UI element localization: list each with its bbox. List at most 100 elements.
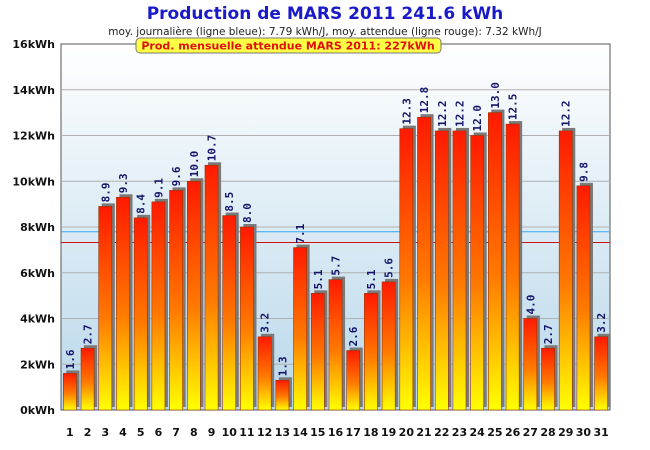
bar [169, 190, 183, 411]
banner-text: Prod. mensuelle attendue MARS 2011: 227k… [141, 40, 434, 53]
y-tick-label: 16kWh [12, 38, 55, 51]
x-tick-label: 9 [208, 426, 216, 439]
bar [576, 185, 591, 411]
bar [240, 226, 254, 411]
bar [505, 123, 520, 411]
bar [523, 318, 538, 411]
y-axis-labels: 0kWh 2kWh 4kWh 6kWh 8kWh 10kWh 12kWh 14kWh 16kWh [12, 38, 55, 417]
bar [452, 130, 467, 411]
x-tick-label: 5 [137, 426, 145, 439]
bar-value-label: 4.0 [524, 295, 537, 315]
expected-production-banner: Prod. mensuelle attendue MARS 2011: 227k… [135, 37, 442, 54]
bar [594, 336, 608, 411]
x-tick-label: 6 [155, 426, 163, 439]
chart-subtitle: moy. journalière (ligne bleue): 7.79 kWh… [108, 26, 541, 38]
bar-value-label: 3.2 [259, 313, 272, 333]
x-tick-label: 12 [257, 426, 272, 439]
x-tick-label: 29 [558, 426, 573, 439]
x-tick-label: 14 [292, 426, 308, 439]
y-tick-label: 14kWh [12, 84, 55, 97]
bar-value-label: 8.0 [241, 203, 254, 223]
x-tick-label: 10 [222, 426, 238, 439]
bar [116, 196, 130, 411]
bar [204, 164, 219, 411]
x-tick-label: 28 [540, 426, 555, 439]
bar [558, 130, 573, 411]
x-tick-label: 31 [593, 426, 608, 439]
bar [434, 130, 449, 411]
bar-value-label: 1.3 [276, 356, 289, 376]
y-tick-label: 10kWh [12, 175, 55, 188]
bar-value-label: 3.2 [595, 313, 608, 333]
x-tick-label: 7 [172, 426, 180, 439]
x-tick-label: 18 [363, 426, 378, 439]
bar [346, 350, 361, 411]
bar-value-label: 8.5 [223, 192, 236, 212]
bar-value-label: 10.0 [188, 151, 201, 178]
bar [488, 112, 502, 411]
x-tick-label: 25 [487, 426, 502, 439]
bar-value-label: 9.8 [577, 162, 590, 182]
bar-value-label: 13.0 [489, 82, 502, 109]
x-tick-label: 16 [328, 426, 344, 439]
bar [63, 373, 77, 411]
x-tick-label: 22 [434, 426, 449, 439]
y-tick-label: 2kWh [20, 358, 55, 371]
x-tick-label: 1 [66, 426, 74, 439]
bar [222, 215, 237, 411]
bar [399, 128, 414, 411]
bar [381, 281, 396, 411]
bar-value-label: 9.6 [170, 166, 183, 186]
bar-value-label: 12.0 [471, 105, 484, 132]
bar-value-label: 1.6 [64, 349, 77, 369]
bar-value-label: 2.6 [347, 326, 360, 346]
bar-value-label: 12.2 [453, 100, 466, 127]
bars: 1.6 2.7 8.9 9.3 8.4 9.1 9.6 10.0 10.7 8.5 8.0 3.2 1.… [63, 82, 611, 411]
bar-value-label: 8.9 [99, 183, 112, 203]
bar-value-label: 5.1 [365, 269, 378, 289]
y-tick-label: 6kWh [20, 267, 55, 280]
x-tick-label: 8 [190, 426, 198, 439]
bar-value-label: 9.3 [117, 173, 130, 193]
bar [364, 293, 378, 411]
bar-value-label: 2.7 [82, 324, 95, 344]
bar-value-label: 9.1 [152, 178, 165, 198]
y-tick-label: 8kWh [20, 221, 55, 234]
x-tick-label: 19 [381, 426, 396, 439]
bar [257, 336, 272, 411]
bar-value-label: 5.1 [312, 269, 325, 289]
bar-value-label: 8.4 [135, 194, 148, 214]
bar [417, 116, 431, 411]
bar [80, 347, 95, 411]
x-tick-label: 15 [310, 426, 325, 439]
bar-value-label: 5.6 [383, 258, 396, 278]
bar [541, 347, 555, 411]
x-tick-label: 13 [275, 426, 290, 439]
bar-value-label: 2.7 [542, 324, 555, 344]
bar-value-label: 12.2 [560, 100, 573, 127]
x-tick-label: 21 [416, 426, 431, 439]
bar [328, 279, 343, 411]
x-tick-label: 24 [470, 426, 486, 439]
bar [98, 206, 113, 411]
bar [310, 293, 325, 411]
bar [151, 201, 166, 411]
bar-value-label: 12.3 [400, 98, 413, 125]
x-tick-label: 26 [505, 426, 521, 439]
x-tick-label: 11 [239, 426, 254, 439]
bar-value-label: 12.5 [507, 94, 520, 121]
bar [275, 379, 290, 411]
x-tick-label: 30 [576, 426, 592, 439]
x-tick-label: 2 [84, 426, 92, 439]
x-tick-label: 17 [346, 426, 361, 439]
bar [133, 217, 148, 411]
chart-title: Production de MARS 2011 241.6 kWh [147, 4, 504, 24]
x-tick-label: 23 [452, 426, 467, 439]
x-tick-label: 4 [119, 426, 127, 439]
x-tick-label: 20 [399, 426, 415, 439]
x-tick-label: 27 [523, 426, 538, 439]
bar [470, 135, 485, 411]
x-tick-label: 3 [101, 426, 109, 439]
y-tick-label: 4kWh [20, 313, 55, 326]
